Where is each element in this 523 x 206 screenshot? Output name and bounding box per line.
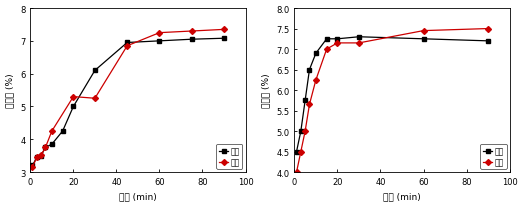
密闭	[70, 106, 76, 108]
密闭	[124, 42, 130, 44]
流动	[42, 146, 49, 149]
Legend: 流动, 密闭: 流动, 密闭	[481, 144, 506, 169]
密闭	[156, 40, 163, 43]
密闭	[38, 155, 44, 157]
流动	[92, 97, 98, 100]
Line: 流动: 流动	[30, 28, 226, 169]
密闭	[42, 146, 49, 149]
Line: 密闭: 密闭	[30, 37, 226, 168]
Legend: 密闭, 流动: 密闭, 流动	[217, 144, 243, 169]
密闭	[60, 130, 66, 133]
流动	[189, 31, 195, 33]
密闭	[302, 130, 308, 133]
密闭	[334, 42, 340, 45]
流动	[221, 29, 227, 32]
密闭	[420, 30, 427, 33]
密闭	[298, 151, 304, 153]
密闭	[92, 70, 98, 72]
Y-axis label: 碳含量 (%): 碳含量 (%)	[6, 73, 15, 108]
密闭	[221, 38, 227, 40]
流动	[124, 45, 130, 48]
流动	[38, 154, 44, 157]
密闭	[306, 104, 313, 106]
流动	[293, 151, 300, 153]
流动	[306, 69, 313, 71]
密闭	[485, 28, 491, 31]
密闭	[29, 164, 36, 167]
密闭	[49, 143, 55, 146]
流动	[485, 40, 491, 43]
密闭	[324, 49, 330, 51]
流动	[29, 166, 36, 169]
Line: 密闭: 密闭	[294, 27, 490, 174]
流动	[420, 38, 427, 41]
流动	[334, 38, 340, 41]
X-axis label: 时间 (min): 时间 (min)	[119, 192, 157, 200]
密闭	[313, 79, 319, 82]
密闭	[33, 156, 40, 159]
流动	[298, 130, 304, 133]
流动	[356, 36, 362, 39]
流动	[70, 96, 76, 98]
流动	[33, 156, 40, 159]
X-axis label: 时间 (min): 时间 (min)	[383, 192, 421, 200]
流动	[49, 130, 55, 133]
流动	[313, 53, 319, 55]
Line: 流动: 流动	[294, 35, 490, 154]
Y-axis label: 碳含量 (%): 碳含量 (%)	[262, 73, 271, 108]
流动	[302, 99, 308, 102]
流动	[324, 38, 330, 41]
密闭	[356, 42, 362, 45]
密闭	[293, 171, 300, 173]
密闭	[189, 39, 195, 41]
流动	[156, 32, 163, 35]
